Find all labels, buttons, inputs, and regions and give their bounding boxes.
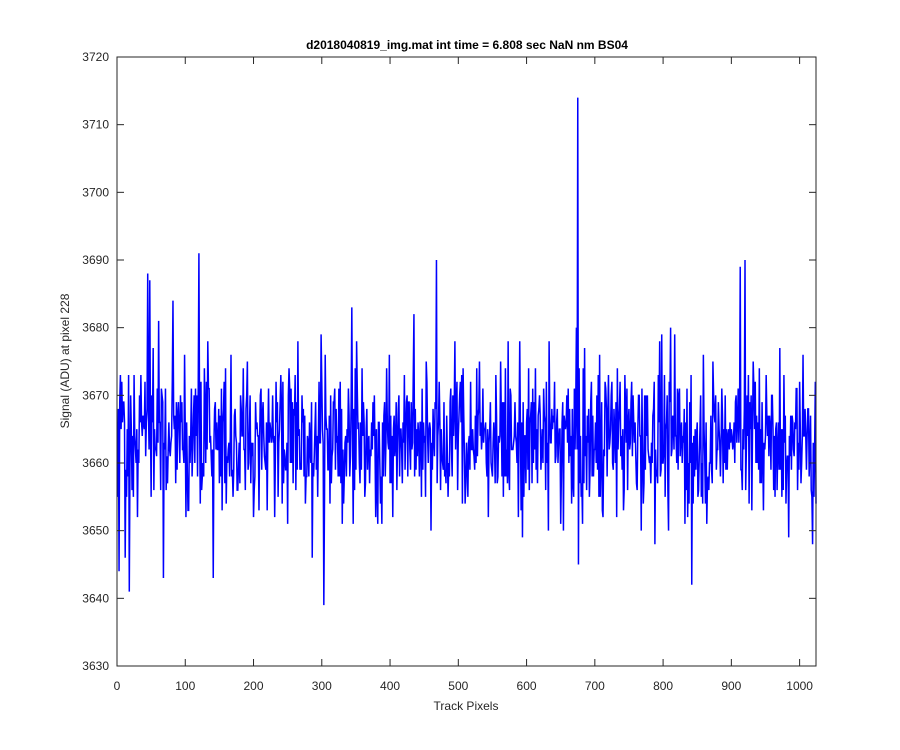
y-axis: 3630 3640 3650 3660 3670 3680 3690 3700 3710 3720 (82, 50, 816, 673)
y-tick-label: 3720 (82, 50, 109, 64)
y-tick-label: 3660 (82, 456, 109, 470)
x-tick-label: 1000 (786, 679, 813, 693)
y-tick-label: 3640 (82, 591, 109, 605)
y-axis-label: Signal (ADU) at pixel 228 (58, 293, 72, 428)
x-tick-label: 100 (175, 679, 195, 693)
x-tick-label: 600 (517, 679, 537, 693)
x-tick-label: 500 (448, 679, 468, 693)
y-tick-label: 3680 (82, 321, 109, 335)
y-tick-label: 3700 (82, 185, 109, 199)
y-tick-label: 3650 (82, 524, 109, 538)
y-tick-label: 3690 (82, 253, 109, 267)
x-tick-label: 700 (585, 679, 605, 693)
x-axis: 0 100 200 300 400 500 600 700 800 900 1000 (114, 57, 813, 693)
y-tick-label: 3670 (82, 388, 109, 402)
x-axis-label: Track Pixels (434, 699, 499, 713)
signal-series-line (116, 97, 817, 606)
y-tick-label: 3630 (82, 659, 109, 673)
series-layer (116, 97, 817, 606)
axes-box (116, 56, 817, 667)
x-tick-label: 800 (653, 679, 673, 693)
x-tick-label: 400 (380, 679, 400, 693)
x-tick-label: 200 (244, 679, 264, 693)
x-tick-label: 0 (114, 679, 121, 693)
x-tick-label: 900 (721, 679, 741, 693)
x-tick-label: 300 (312, 679, 332, 693)
y-tick-label: 3710 (82, 118, 109, 132)
chart-title: d2018040819_img.mat int time = 6.808 sec… (306, 38, 628, 52)
plot-area (117, 57, 816, 666)
